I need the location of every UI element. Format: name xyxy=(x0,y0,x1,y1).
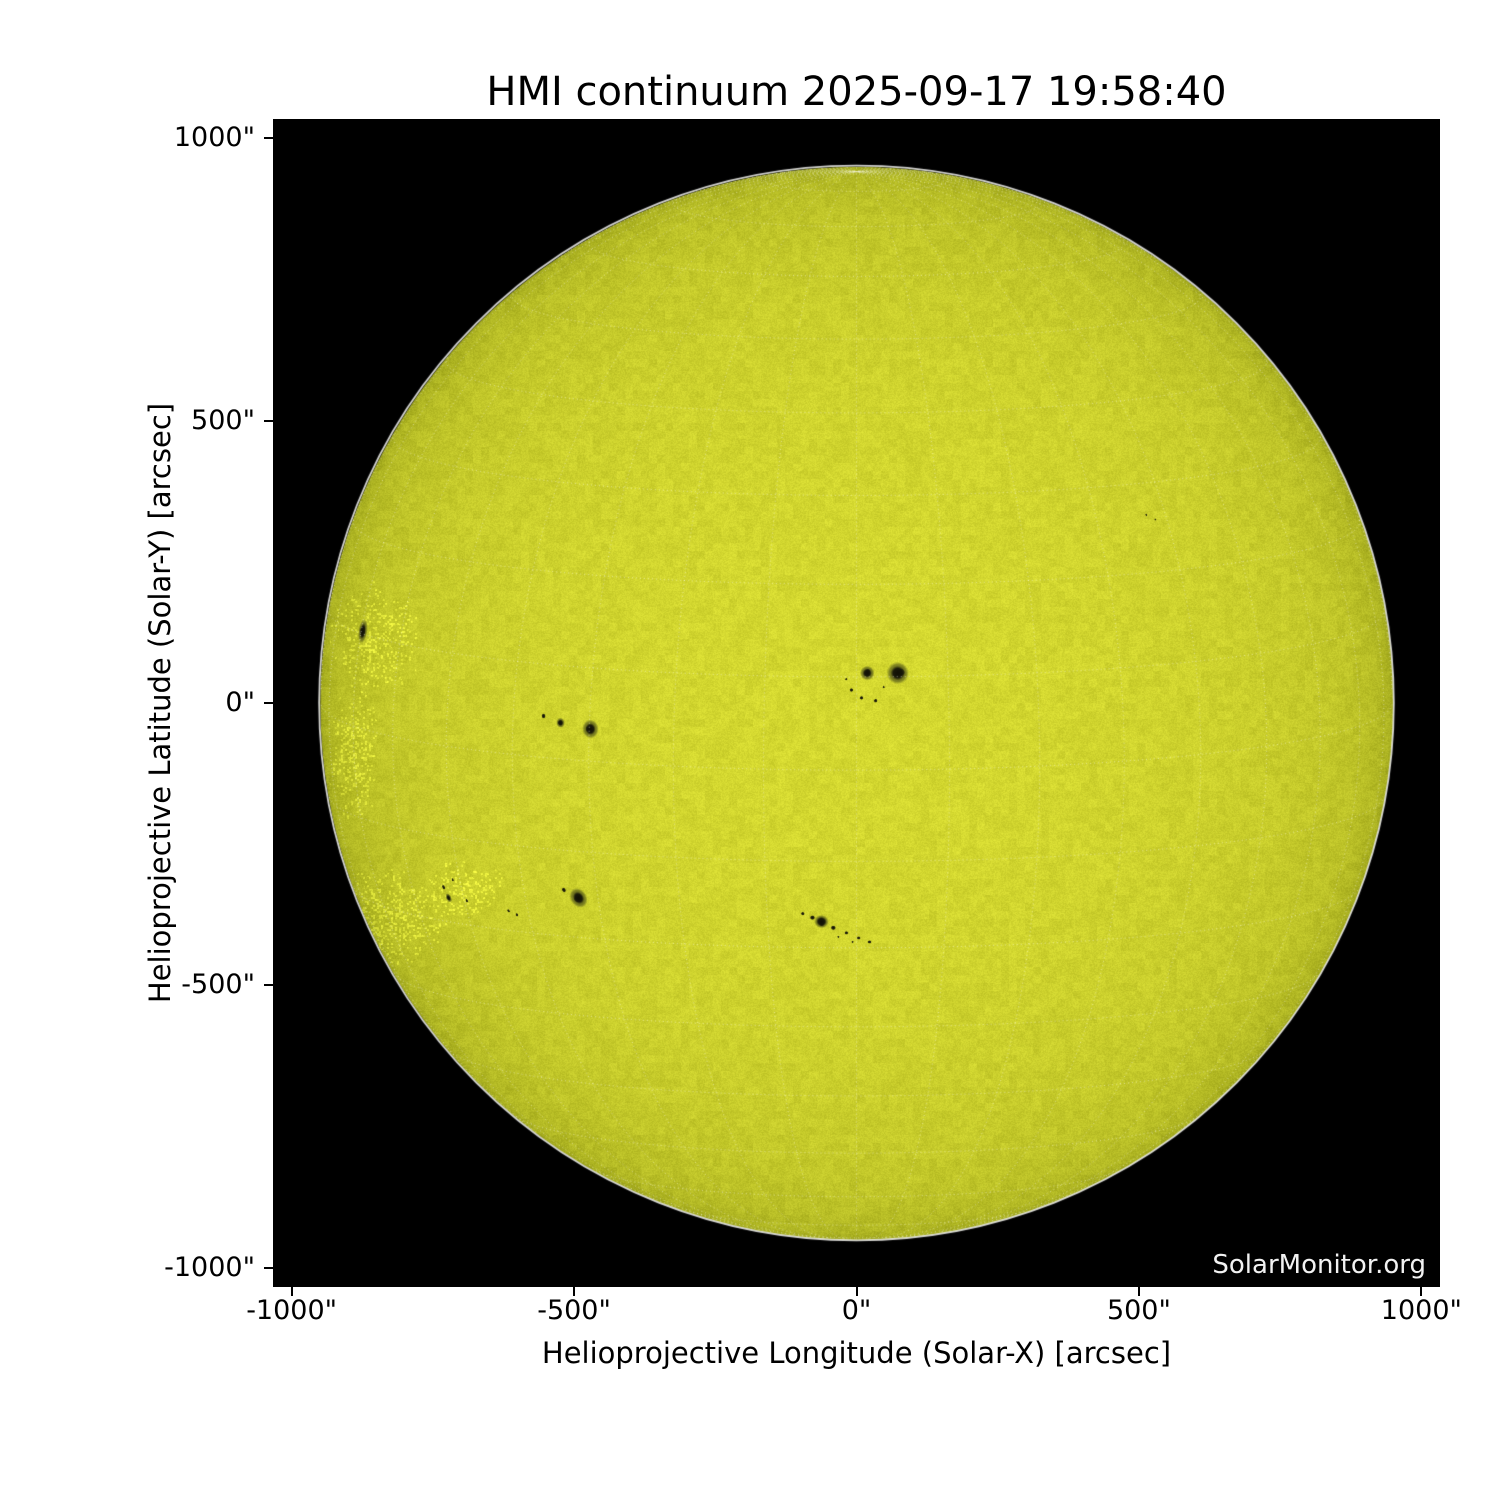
y-tick-mark xyxy=(264,1266,273,1269)
figure-title: HMI continuum 2025-09-17 19:58:40 xyxy=(486,69,1227,115)
x-tick-label: -1000" xyxy=(246,1295,338,1326)
y-tick-label: -1000" xyxy=(164,1251,255,1283)
y-tick-mark xyxy=(264,702,273,704)
watermark-solarmonitor: SolarMonitor.org xyxy=(1212,1250,1426,1280)
x-tick-label: 0" xyxy=(841,1295,872,1326)
x-tick-mark xyxy=(1420,1287,1423,1296)
x-tick-mark xyxy=(290,1287,293,1296)
x-tick-label: 500" xyxy=(1106,1295,1171,1326)
y-tick-label: -500" xyxy=(181,969,255,1001)
y-axis-label: Helioprojective Latitude (Solar-Y) [arcs… xyxy=(143,402,177,1004)
y-tick-label: 500" xyxy=(191,404,255,436)
y-tick-mark xyxy=(264,419,273,422)
y-tick-mark xyxy=(264,984,273,987)
x-tick-mark xyxy=(855,1287,858,1296)
sun-disk-canvas xyxy=(273,119,1440,1287)
plot-area: SolarMonitor.org xyxy=(273,119,1440,1287)
x-tick-mark xyxy=(573,1287,576,1296)
x-axis-label: Helioprojective Longitude (Solar-X) [arc… xyxy=(541,1336,1172,1370)
x-tick-label: 1000" xyxy=(1380,1295,1462,1326)
y-tick-label: 0" xyxy=(225,687,255,718)
x-tick-mark xyxy=(1137,1287,1140,1296)
y-tick-mark xyxy=(264,137,273,140)
x-tick-label: -500" xyxy=(537,1295,611,1326)
y-tick-label: 1000" xyxy=(173,122,255,154)
